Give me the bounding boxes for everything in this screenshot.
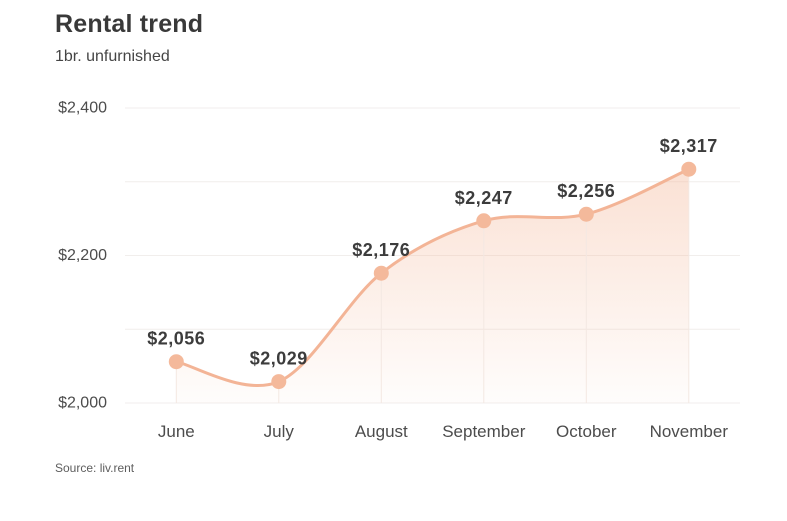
data-point	[681, 161, 697, 177]
data-point	[578, 206, 594, 222]
area-fill	[176, 169, 689, 403]
y-axis-tick-label: $2,200	[58, 247, 107, 264]
y-axis-tick-label: $2,000	[58, 395, 107, 412]
data-point	[476, 213, 492, 229]
x-axis-month-label: August	[355, 422, 408, 441]
data-point-label: $2,247	[455, 188, 513, 208]
x-axis-month-label: October	[556, 422, 617, 441]
source-label: Source: liv.rent	[55, 461, 135, 475]
x-axis-month-label: September	[442, 422, 525, 441]
x-axis-month-label: November	[650, 422, 729, 441]
data-point	[168, 354, 184, 370]
data-point-label: $2,056	[147, 329, 205, 349]
data-point-label: $2,317	[660, 136, 718, 156]
x-axis-month-label: July	[264, 422, 295, 441]
data-point	[373, 265, 389, 281]
page-title: Rental trend	[55, 10, 204, 38]
data-point-label: $2,029	[250, 349, 308, 369]
page-subtitle: 1br. unfurnished	[55, 48, 170, 65]
data-point-label: $2,176	[352, 240, 410, 260]
x-axis-month-label: June	[158, 422, 195, 441]
data-point	[271, 374, 287, 390]
y-axis-tick-label: $2,400	[58, 100, 107, 117]
trend-line	[174, 167, 691, 388]
data-point-label: $2,256	[557, 181, 615, 201]
